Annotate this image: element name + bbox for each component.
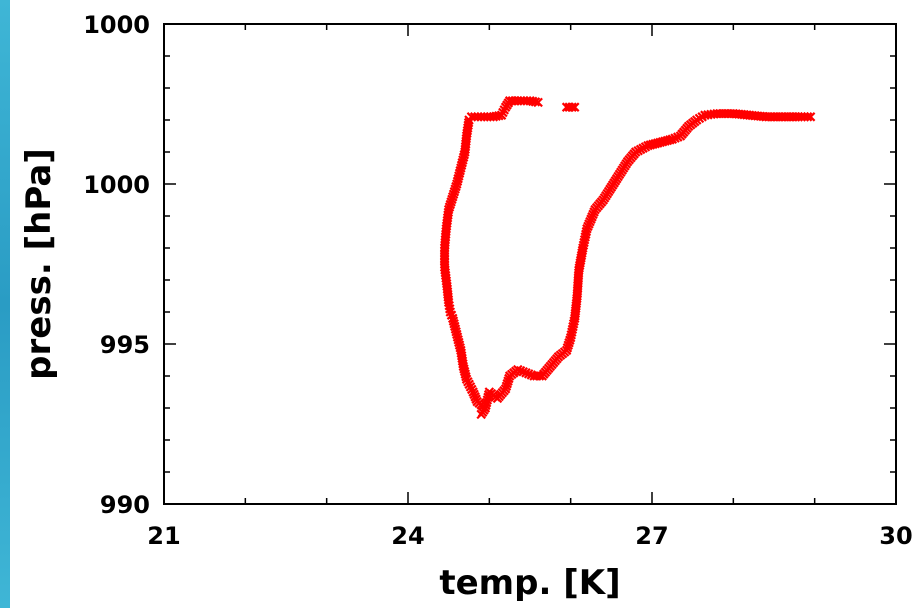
x-tick-label: 30 <box>879 522 912 550</box>
y-tick-label: 990 <box>100 491 150 519</box>
data-markers <box>439 96 816 420</box>
x-tick-label: 27 <box>635 522 668 550</box>
y-axis-label: press. [hPa] <box>19 148 59 380</box>
y-tick-label: 1000 <box>83 11 150 39</box>
decorative-left-strip <box>0 0 10 608</box>
y-tick-label: 1000 <box>83 171 150 199</box>
data-point-marker <box>533 97 543 108</box>
data-point-marker <box>569 102 580 112</box>
axis-ticks <box>163 23 897 505</box>
data-point-marker <box>805 112 816 122</box>
axis-tick-labels: 21 24 27 30 990 995 1000 1000 <box>83 11 913 550</box>
plot-frame <box>163 23 897 505</box>
data-point-marker <box>567 102 577 112</box>
x-axis-label: temp. [K] <box>439 563 620 603</box>
data-point-marker <box>515 365 526 376</box>
x-tick-label: 21 <box>147 522 180 550</box>
data-point-marker <box>530 97 541 107</box>
x-tick-label: 24 <box>391 522 424 550</box>
y-tick-label: 995 <box>100 331 150 359</box>
data-point-marker <box>802 112 813 122</box>
